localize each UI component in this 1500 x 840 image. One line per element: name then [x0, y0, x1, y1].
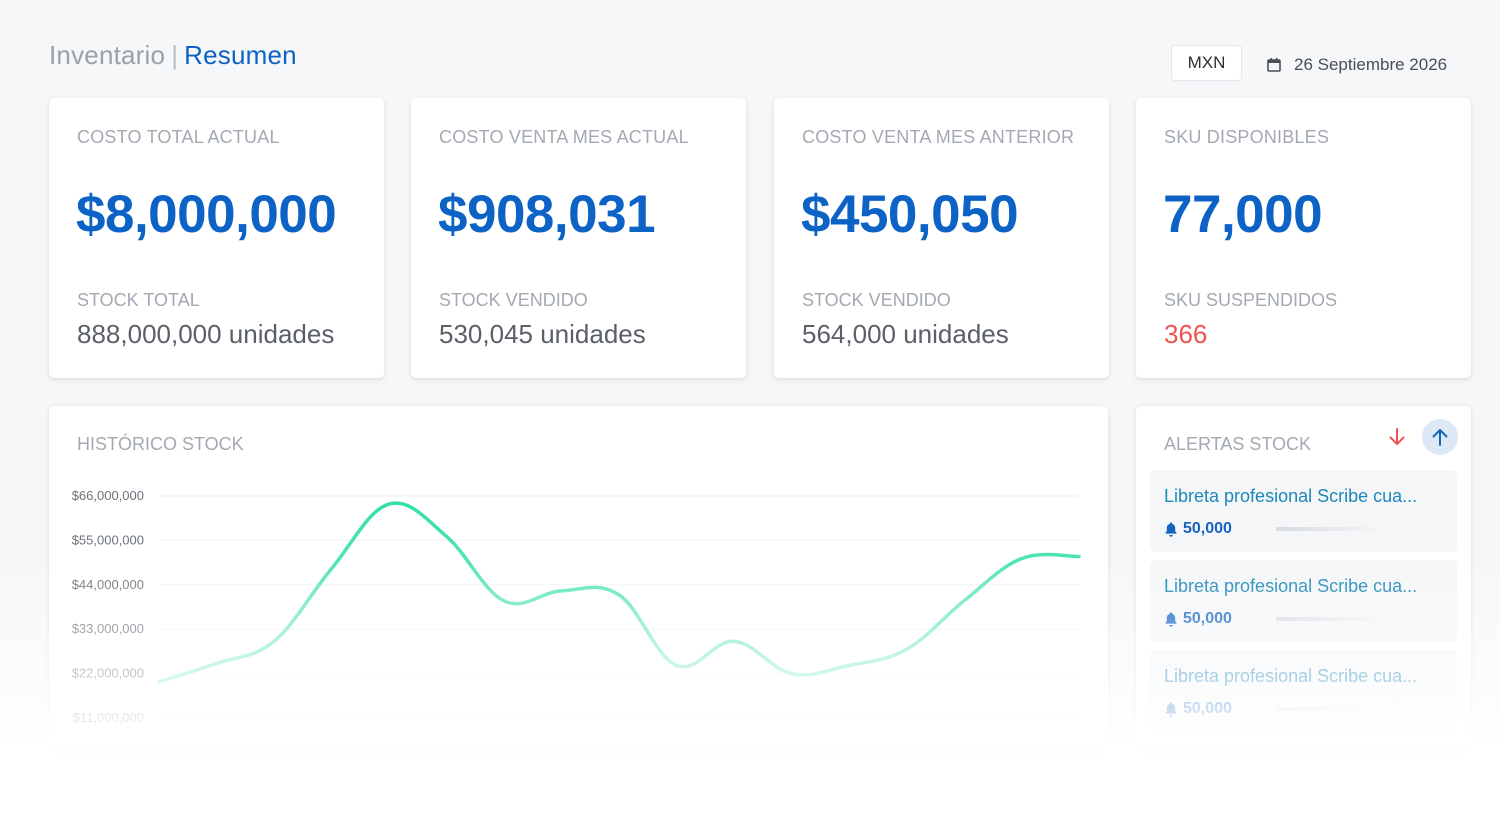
kpi-value: $908,031: [438, 185, 656, 244]
bell-icon: [1165, 612, 1177, 627]
alert-level-bar: [1276, 707, 1386, 711]
breadcrumb-section[interactable]: Inventario: [49, 40, 166, 70]
page-title: Inventario | Resumen: [49, 40, 297, 71]
alerts-title: ALERTAS STOCK: [1164, 434, 1312, 454]
kpi-sublabel: STOCK TOTAL: [77, 290, 200, 310]
chart-y-tick-label: $44,000,000: [72, 577, 144, 592]
chart-y-tick-label: $11,000,000: [73, 710, 144, 725]
sort-descending-button[interactable]: [1384, 424, 1410, 450]
alert-item[interactable]: Libreta profesional Scribe cua... 50,000: [1150, 650, 1457, 732]
currency-selector-button[interactable]: MXN: [1171, 45, 1242, 81]
kpi-card-costo-venta-anterior: COSTO VENTA MES ANTERIOR $450,050 STOCK …: [774, 98, 1109, 378]
kpi-sublabel: SKU SUSPENDIDOS: [1164, 290, 1338, 310]
kpi-label: COSTO TOTAL ACTUAL: [77, 127, 280, 147]
kpi-label: COSTO VENTA MES ACTUAL: [439, 127, 689, 147]
alert-product-name: Libreta profesional Scribe cua...: [1164, 576, 1418, 596]
alert-product-name: Libreta profesional Scribe cua...: [1164, 666, 1418, 686]
alert-product-name: Libreta profesional Scribe cua...: [1164, 486, 1418, 506]
chart-title: HISTÓRICO STOCK: [77, 434, 244, 454]
breadcrumb-current: Resumen: [184, 40, 297, 70]
calendar-icon: [1267, 58, 1281, 72]
kpi-card-costo-total: COSTO TOTAL ACTUAL $8,000,000 STOCK TOTA…: [49, 98, 384, 378]
kpi-value: $450,050: [801, 185, 1019, 244]
alert-quantity-value: 50,000: [1183, 610, 1232, 627]
chart-y-tick-label: $55,000,000: [72, 532, 144, 547]
alert-item[interactable]: Libreta profesional Scribe cua... 50,000: [1150, 560, 1457, 642]
alert-level-bar: [1276, 527, 1386, 531]
history-line-chart: $66,000,000 $55,000,000 $44,000,000 $33,000…: [72, 488, 1081, 725]
chart-y-tick-label: $22,000,000: [72, 666, 144, 681]
kpi-label: COSTO VENTA MES ANTERIOR: [802, 127, 1075, 147]
date-picker[interactable]: 26 Septiembre 2026: [1266, 52, 1447, 78]
alert-quantity-value: 50,000: [1183, 700, 1232, 717]
kpi-sublabel: STOCK VENDIDO: [802, 290, 951, 310]
kpi-subvalue-suspended: 366: [1164, 319, 1208, 349]
arrow-up-icon: [1432, 429, 1448, 446]
alert-level-bar: [1276, 617, 1386, 621]
arrow-down-icon: [1389, 428, 1405, 445]
alert-quantity: 50,000: [1164, 700, 1232, 718]
kpi-subvalue: 564,000 unidades: [802, 319, 1009, 349]
chart-y-tick-label: $66,000,000: [72, 488, 144, 503]
bell-icon: [1165, 702, 1177, 717]
kpi-label: SKU DISPONIBLES: [1164, 127, 1330, 147]
kpi-value: $8,000,000: [76, 185, 337, 244]
kpi-value: 77,000: [1163, 185, 1323, 244]
breadcrumb-separator: |: [171, 40, 179, 70]
sort-ascending-button[interactable]: [1422, 419, 1458, 455]
kpi-sublabel: STOCK VENDIDO: [439, 290, 588, 310]
history-chart-panel: HISTÓRICO STOCK $66,000,000 $55,000,000 $4…: [49, 406, 1108, 746]
kpi-subvalue: 530,045 unidades: [439, 319, 646, 349]
chart-y-tick-label: $33,000,000: [72, 621, 144, 636]
kpi-subvalue: 888,000,000 unidades: [77, 319, 335, 349]
bell-icon: [1165, 522, 1177, 537]
date-text: 26 Septiembre 2026: [1294, 55, 1448, 74]
kpi-card-costo-venta-actual: COSTO VENTA MES ACTUAL $908,031 STOCK VE…: [411, 98, 746, 378]
kpi-card-sku: SKU DISPONIBLES 77,000 SKU SUSPENDIDOS 3…: [1136, 98, 1471, 378]
alert-quantity-value: 50,000: [1183, 520, 1232, 537]
chart-series-line: [157, 501, 1081, 684]
alert-quantity: 50,000: [1164, 610, 1232, 628]
stock-alerts-panel: ALERTAS STOCK Libreta profesional Scribe…: [1136, 406, 1471, 746]
alert-item[interactable]: Libreta profesional Scribe cua... 50,000: [1150, 470, 1457, 552]
alert-quantity: 50,000: [1164, 520, 1232, 538]
